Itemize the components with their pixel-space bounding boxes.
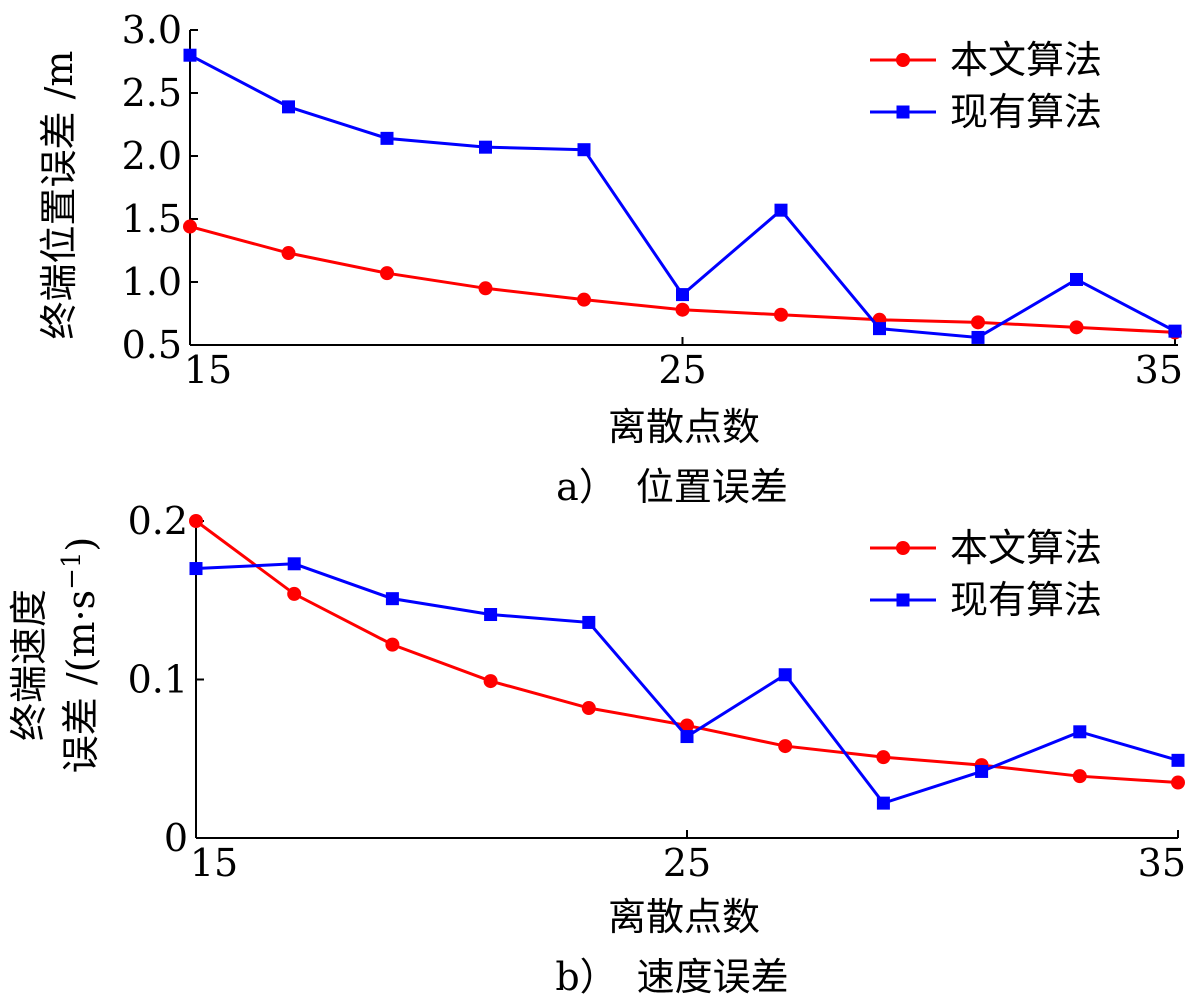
caption-b: b） 速度误差 xyxy=(555,955,788,999)
x-tick-label: 15 xyxy=(184,348,232,392)
x-tick-label: 35 xyxy=(1138,841,1186,885)
data-point xyxy=(1069,320,1084,335)
data-point xyxy=(380,266,394,281)
x-axis-label-a: 离散点数 xyxy=(608,405,760,449)
x-tick-label: 15 xyxy=(190,841,238,885)
x-tick-label: 25 xyxy=(658,348,706,392)
y-axis-label-b-line1: 终端速度 xyxy=(7,589,51,741)
data-point xyxy=(876,796,890,810)
data-point xyxy=(1171,775,1185,790)
series-existing xyxy=(189,557,1185,810)
x-axis-label-b: 离散点数 xyxy=(608,895,760,939)
data-point xyxy=(281,246,296,261)
legend-label: 本文算法 xyxy=(950,38,1102,82)
y-tick-label: 3.0 xyxy=(122,8,182,52)
legend-marker xyxy=(896,541,910,555)
data-point xyxy=(577,143,591,157)
data-point xyxy=(183,48,197,62)
data-point xyxy=(876,750,891,765)
y-tick-label: 0.1 xyxy=(128,658,188,702)
data-point xyxy=(581,701,596,716)
data-point xyxy=(582,615,596,629)
data-point xyxy=(774,203,788,217)
data-point xyxy=(189,514,203,528)
data-point xyxy=(483,674,498,689)
y-tick-label: 0 xyxy=(164,816,188,860)
legend-marker xyxy=(896,105,910,119)
data-point xyxy=(577,292,591,307)
y-axis-label-a: 终端位置误差 /m xyxy=(37,51,81,340)
data-point xyxy=(1168,324,1182,338)
data-point xyxy=(1171,753,1185,767)
legend-marker xyxy=(896,53,910,67)
data-point xyxy=(479,140,492,154)
caption-a: a） 位置误差 xyxy=(556,465,788,509)
y-axis-label-b-line2: 误差 /(m·s−1) xyxy=(57,537,103,773)
ticks-b: 0 0.1 0.2 15 25 35 xyxy=(128,499,1186,885)
y-tick-label: 0.2 xyxy=(128,499,188,543)
data-point xyxy=(478,281,493,296)
legend-label: 现有算法 xyxy=(950,578,1102,622)
ticks-a: 0.5 1.0 1.5 2.0 2.5 3.0 15 25 35 xyxy=(122,8,1183,392)
y-tick-label: 1.5 xyxy=(122,197,182,241)
data-point xyxy=(680,718,694,733)
legend-label: 现有算法 xyxy=(950,90,1102,134)
series-existing xyxy=(183,48,1182,344)
legend-marker xyxy=(896,593,910,607)
legend-item: 现有算法 xyxy=(870,578,1102,622)
y-axis-label-b-sup: −1 xyxy=(57,552,87,590)
data-point xyxy=(971,315,985,330)
data-point xyxy=(282,100,295,114)
data-point xyxy=(189,562,203,576)
data-point xyxy=(675,302,690,317)
data-point xyxy=(287,557,301,571)
x-tick-label: 35 xyxy=(1135,348,1183,392)
series-b xyxy=(189,514,1185,810)
y-axis-label-b-close: ) xyxy=(59,537,103,552)
data-point xyxy=(380,131,394,145)
data-point xyxy=(484,608,498,622)
data-point xyxy=(385,592,399,606)
y-axis-label-b: 终端速度 误差 /(m·s−1) xyxy=(7,537,103,773)
data-point xyxy=(975,764,989,778)
data-point xyxy=(873,322,886,336)
legend-item: 本文算法 xyxy=(870,38,1102,82)
legend-item: 现有算法 xyxy=(870,90,1102,134)
legend-label: 本文算法 xyxy=(950,526,1102,570)
y-tick-label: 0.5 xyxy=(122,323,182,367)
data-point xyxy=(680,730,694,744)
y-axis-label-b-main: 误差 /(m·s xyxy=(59,590,103,773)
data-point xyxy=(676,288,689,302)
data-point xyxy=(774,307,788,322)
legend-item: 本文算法 xyxy=(870,526,1102,570)
data-point xyxy=(385,637,400,652)
y-tick-label: 2.0 xyxy=(122,134,182,178)
y-tick-label: 2.5 xyxy=(122,71,182,115)
data-point xyxy=(778,668,792,682)
series-a xyxy=(183,48,1182,344)
x-tick-label: 25 xyxy=(663,841,711,885)
data-point xyxy=(1073,725,1087,739)
data-point xyxy=(971,330,985,344)
data-point xyxy=(1072,769,1087,784)
data-point xyxy=(287,586,302,601)
data-point xyxy=(1070,272,1083,286)
data-point xyxy=(778,739,793,754)
y-tick-label: 1.0 xyxy=(122,260,182,304)
data-point xyxy=(183,219,197,234)
series-proposed xyxy=(183,219,1182,340)
